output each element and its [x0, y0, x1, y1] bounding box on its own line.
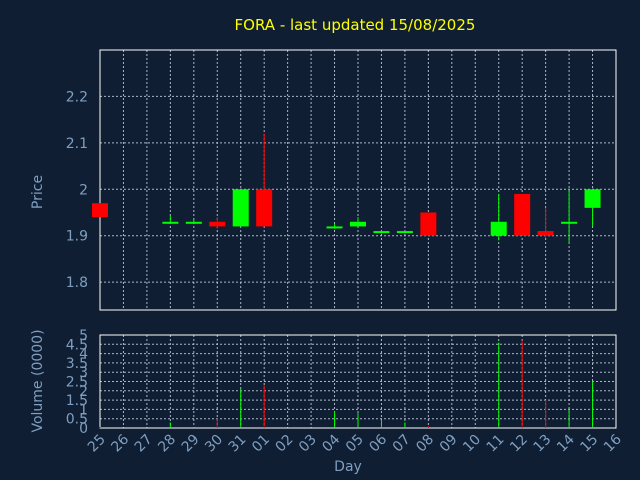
x-tick-label: 16 [601, 431, 625, 455]
y-tick-label: 1.8 [66, 275, 88, 291]
x-tick-label: 02 [273, 432, 297, 456]
candle-body [396, 231, 413, 234]
candle-body [490, 221, 507, 236]
candle-body [162, 221, 179, 224]
y-tick-label: 2 [79, 182, 88, 198]
y-tick-label: 2 [79, 384, 88, 400]
candle-body [420, 212, 437, 236]
y-tick-label: 0.5 [66, 412, 88, 428]
candle-body [209, 221, 226, 227]
candle-body [326, 226, 343, 229]
candle-body [232, 189, 249, 227]
x-tick-label: 06 [366, 431, 390, 455]
price-axis-label: Price [30, 175, 46, 209]
x-tick-label: 30 [202, 432, 226, 456]
x-tick-label: 25 [85, 432, 109, 456]
y-tick-label: 5 [79, 328, 88, 344]
chart-title: FORA - last updated 15/08/2025 [235, 16, 476, 34]
candle-body [561, 221, 578, 224]
candle-body [92, 203, 108, 218]
y-tick-label: 4 [79, 347, 88, 363]
y-tick-label: 2.1 [66, 136, 88, 152]
candle-body [350, 221, 366, 227]
y-tick-label: 1.5 [66, 393, 88, 409]
price-panel: 1.8 1.9 2 2.1 2.2 [66, 49, 617, 311]
x-tick-label: 31 [226, 432, 250, 456]
y-tick-label: 1.9 [66, 229, 88, 245]
x-tick-label: 28 [155, 432, 179, 456]
x-axis-label: Day [334, 459, 362, 475]
x-tick-label: 12 [507, 432, 531, 456]
x-tick-label: 29 [179, 432, 203, 456]
x-tick-label: 13 [531, 432, 555, 456]
x-tick-label: 14 [554, 431, 578, 455]
volume-panel: 00.511.522.533.544.55 [66, 328, 617, 437]
candle-body [373, 231, 390, 234]
x-tick-label: 07 [390, 432, 414, 456]
candle-body [584, 189, 601, 208]
x-tick-label: 10 [460, 432, 484, 456]
y-tick-label: 4.5 [66, 337, 88, 353]
x-axis: 25 26 27 28 29 30 31 01 02 03 04 05 06 07 08 09 10 11 12 13… [85, 431, 625, 455]
panel-frame [99, 49, 617, 311]
x-tick-label: 27 [132, 432, 156, 456]
x-tick-label: 08 [413, 432, 437, 456]
y-tick-label: 2.5 [66, 375, 88, 391]
y-tick-label: 2.2 [66, 89, 88, 105]
candle-body [185, 221, 202, 224]
y-tick-label: 1 [79, 402, 88, 418]
x-tick-label: 01 [249, 432, 273, 456]
volume-axis-label: Volume (0000) [30, 329, 46, 432]
x-tick-label: 09 [437, 432, 461, 456]
x-tick-label: 15 [577, 432, 601, 456]
candle-body [256, 189, 273, 227]
candle-body [537, 231, 554, 236]
y-tick-label: 3.5 [66, 356, 88, 372]
x-tick-label: 03 [296, 432, 320, 456]
y-tick-label: 0 [79, 421, 88, 437]
x-tick-label: 11 [484, 432, 508, 456]
candle-body [514, 193, 531, 236]
x-tick-label: 04 [319, 431, 343, 455]
x-tick-label: 26 [108, 431, 132, 455]
y-tick-label: 3 [79, 365, 88, 381]
x-tick-label: 05 [343, 432, 367, 456]
